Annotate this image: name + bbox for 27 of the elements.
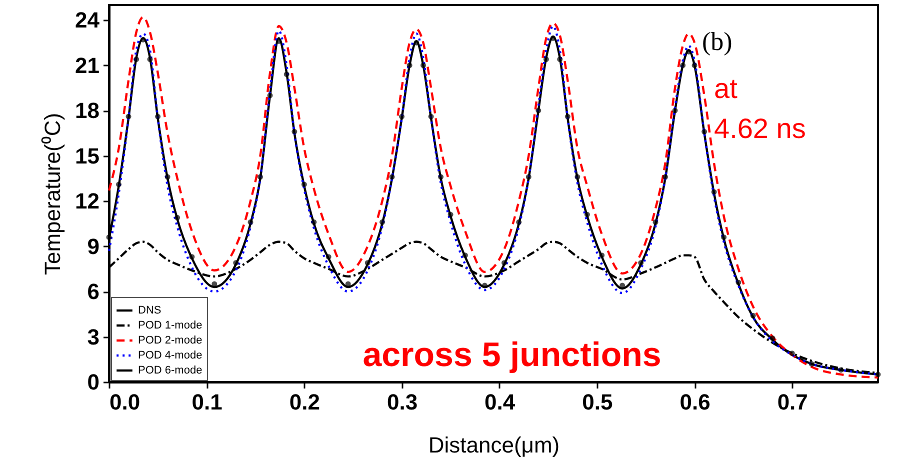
legend-label: DNS [138,304,162,316]
x-tick-label: 0.4 [484,390,516,414]
y-tick-label: 18 [75,98,100,124]
annotation: across 5 junctions [362,336,662,374]
y-tick-label: 3 [87,324,100,350]
y-tick-label: 21 [75,52,100,78]
y-tick-label: 12 [75,188,100,214]
x-tick-label: 0.7 [777,390,808,414]
x-tick-label: 0.5 [582,390,613,414]
legend-label: POD 2-mode [138,334,202,346]
legend-label: POD 6-mode [138,364,202,376]
y-tick-label: 9 [87,234,100,259]
legend-label: POD 1-mode [138,320,202,332]
annotation: (b) [702,27,732,56]
y-tick-label: 15 [75,143,100,168]
annotation: at 4.62 ns [714,73,806,144]
x-axis-title: Distance(μm) [428,432,560,458]
y-tick-label: 0 [87,370,100,394]
y-tick-label: 24 [75,8,100,33]
x-tick-label: 0.0 [110,390,140,414]
x-tick-label: 0.3 [386,390,418,414]
x-tick-label: 0.6 [680,390,710,414]
y-axis-title: Temperature(⁰C) [40,112,66,276]
x-tick-label: 0.1 [192,390,222,414]
y-tick-label: 6 [87,279,100,304]
legend-label: POD 4-mode [138,350,202,362]
x-tick-label: 0.2 [289,390,320,414]
